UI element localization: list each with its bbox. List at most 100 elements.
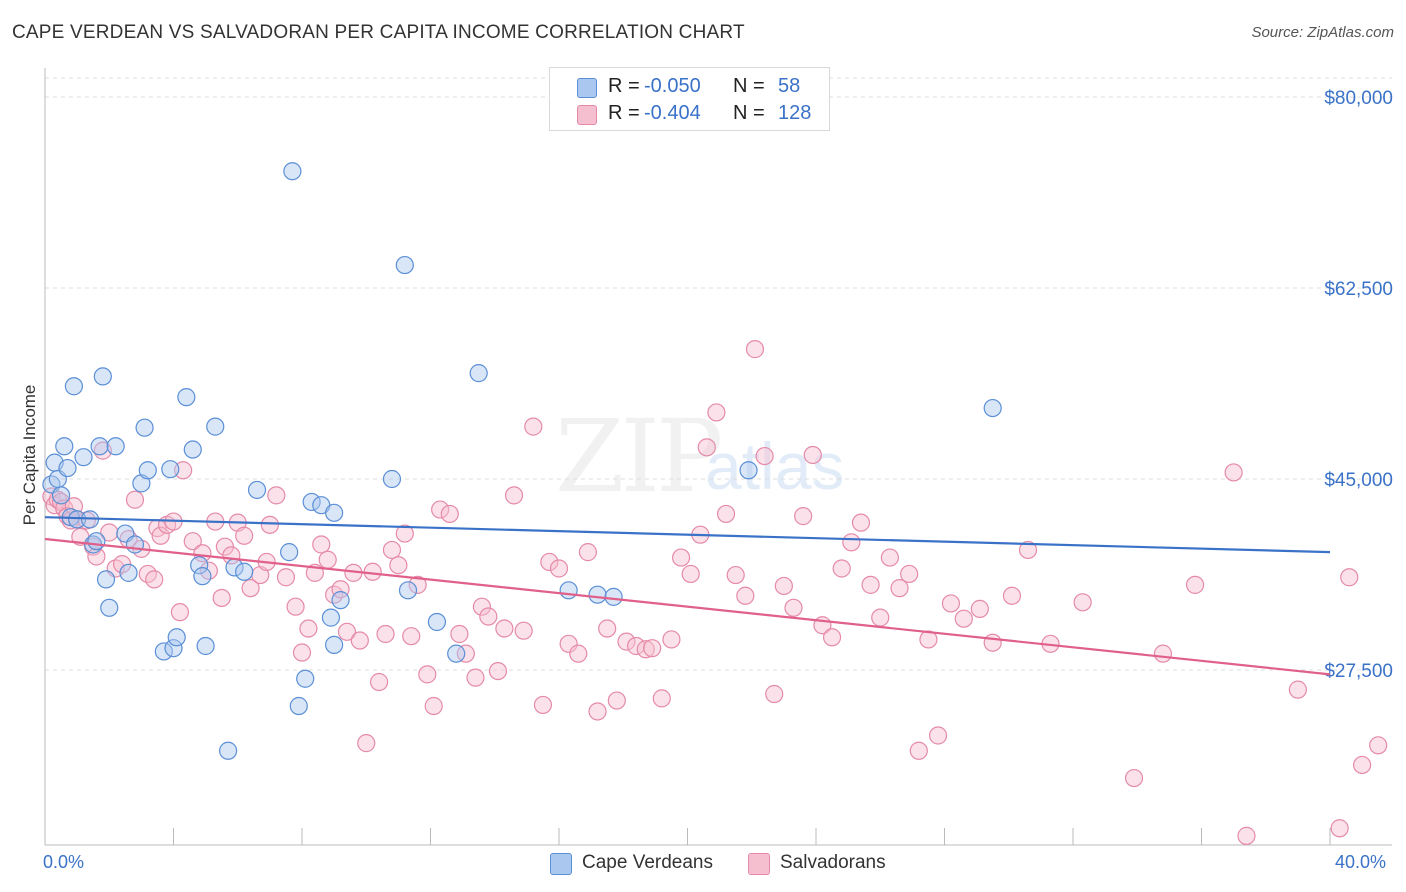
salvadoran-point [337,622,357,641]
salvadoran-point [183,532,202,551]
salvadoran-point [440,504,459,524]
cape-verdean-point [296,669,315,688]
salvadoran-point [87,547,106,566]
x-tick-label-max: 40.0% [1335,852,1387,872]
cape-verdean-point [183,440,202,459]
salvadoran-point [479,607,498,626]
cape-verdean-point [427,612,447,632]
salvadoran-point [983,633,1002,652]
salvadoran-point [170,603,190,622]
cape-verdean-point [138,461,157,480]
cape-verdean-point [398,581,418,600]
cape-verdean-point [331,591,350,610]
salvadoran-point [1237,826,1256,845]
salvadoran-point [318,550,337,569]
cape-verdean-point [125,535,145,554]
salvadoran-point [662,630,681,649]
salvadoran-point [466,668,485,687]
salvadoran-point [174,461,193,480]
salvadoran-point [880,548,899,567]
salvadoran-point [900,564,919,584]
salvadoran-point [970,599,989,618]
cape-verdean-point [280,543,299,562]
source-label[interactable]: Source: ZipAtlas.com [1251,24,1394,41]
salvadoran-point [1353,755,1372,775]
bottom-legend-cape-verdeans[interactable]: Cape Verdeans [582,852,713,873]
watermark-zip: ZIP [555,398,723,515]
bottom-legend-swatch-blue [550,853,572,875]
salvadoran-point [456,644,475,663]
salvadoran-point [954,609,973,628]
salvadoran-point [578,543,598,562]
cape-verdean-point [55,437,74,456]
salvadoran-point [1340,568,1359,587]
salvadoran-point [1124,768,1144,788]
salvadoran-point [697,438,716,457]
salvadoran-point [408,575,427,594]
salvadoran-point [1018,540,1038,560]
cape-verdean-point [604,587,623,606]
salvadoran-point [402,627,421,646]
salvadoran-point [832,559,851,578]
salvadoran-point [292,643,312,662]
salvadoran-point [418,665,437,684]
salvadoran-point [533,695,553,715]
salvadoran-point [707,403,726,422]
salvadoran-point [617,632,636,651]
cape-verdean-point [983,398,1002,418]
cape-verdean-point [90,437,109,456]
cape-verdean-point [321,608,341,627]
cape-verdean-point [58,458,77,478]
salvadoran-point [941,594,961,613]
cape-verdean-point [132,474,151,493]
salvadoran-point [495,619,514,638]
cape-verdean-point [135,418,154,437]
salvadoran-point [241,579,260,598]
cape-verdean-point [283,162,302,181]
legend-swatch-blue [577,78,597,98]
salvadoran-point [784,598,803,617]
cape-verdean-trendline [44,516,1331,554]
salvadoran-point [267,486,286,505]
legend-n-value: 128 [778,102,812,124]
legend-n-label: N = [733,102,765,124]
salvadoran-point [559,634,578,653]
salvadoran-point [312,535,331,554]
cape-verdean-point [739,461,758,480]
cape-verdean-point [382,469,402,489]
salvadoran-point [488,661,508,681]
salvadoran-point [299,619,318,638]
cape-verdean-point [219,741,238,760]
cape-verdean-point [247,480,267,500]
legend-r-value: -0.404 [644,102,701,124]
salvadoran-point [395,524,414,543]
cape-verdean-point [289,696,308,716]
cape-verdean-point [96,570,116,589]
salvadoran-point [842,533,861,552]
salvadoran-point [652,689,671,708]
salvadoran-point [357,734,376,753]
salvadoran-point [919,630,938,649]
cape-verdean-point [177,388,196,407]
salvadoran-point [151,526,170,545]
salvadoran-point [1330,819,1349,838]
legend-n-label: N = [733,75,765,97]
salvadoran-point [370,672,389,692]
salvadoran-point [350,631,369,650]
salvadoran-point [450,624,469,644]
salvadoran-point [382,540,402,560]
salvadoran-point [607,691,626,710]
bottom-legend-salvadorans[interactable]: Salvadorans [780,852,886,873]
salvadoran-point [389,556,408,575]
salvadoran-point [736,586,755,605]
y-tick-label: $27,500 [1324,661,1393,682]
salvadoran-point [745,340,765,359]
cape-verdean-point [93,367,112,386]
salvadoran-point [212,588,231,608]
y-axis-label: Per Capita Income [20,384,39,526]
cape-verdean-point [469,364,488,383]
salvadoran-point [726,565,745,585]
salvadoran-point [504,486,524,505]
salvadoran-point [540,552,559,572]
